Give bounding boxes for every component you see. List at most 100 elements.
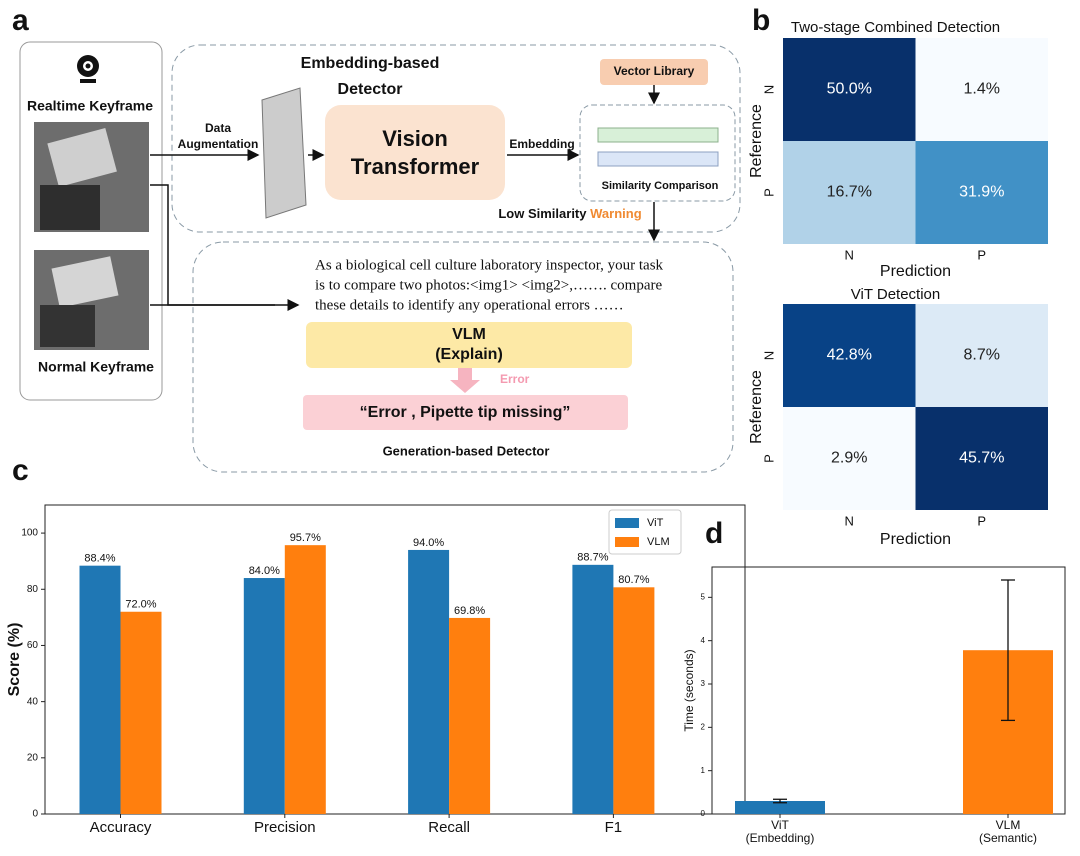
bar <box>449 617 491 814</box>
cell-label: 45.7% <box>959 450 1004 467</box>
y-tick-label: P <box>761 188 776 197</box>
heatmap-cell <box>915 304 1048 407</box>
x-tick-label: P <box>977 247 986 262</box>
error-box <box>303 395 628 430</box>
value-label: 94.0% <box>413 537 444 549</box>
heatmap-cell <box>915 38 1048 141</box>
realtime-label: Realtime Keyframe <box>27 98 153 114</box>
cell-label: 31.9% <box>959 184 1004 201</box>
cell-label: 42.8% <box>827 347 872 364</box>
x-tick-label: F1 <box>605 819 623 836</box>
chart-title: ViT Detection <box>851 286 941 303</box>
detector-title: Detector <box>338 81 403 98</box>
x-tick-label: N <box>845 247 854 262</box>
legend-swatch <box>615 537 639 547</box>
diagram-panel: a b c d Realtime Keyframe Normal Keyfram… <box>12 4 770 550</box>
vit-label: Transformer <box>351 154 480 179</box>
plot-frame <box>44 504 746 815</box>
value-label: 84.0% <box>249 565 280 577</box>
heatmap-cell <box>915 141 1048 244</box>
embedding-label: Embedding <box>509 137 574 151</box>
legend-label: ViT <box>647 517 664 529</box>
vlm-label: VLM <box>452 326 486 343</box>
x-tick-label: P <box>977 513 986 528</box>
augmented-image <box>261 87 307 219</box>
low-similarity: Low Similarity <box>498 206 587 221</box>
heatmap-cell <box>783 141 916 244</box>
x-tick-label: (Embedding) <box>746 831 815 845</box>
x-tick-label: N <box>845 513 854 528</box>
y-tick-label: N <box>761 351 776 360</box>
error-arrow-label: Error <box>500 372 530 386</box>
embedding-box <box>171 44 741 233</box>
heatmap-cell <box>783 407 916 510</box>
y-tick-label: N <box>761 85 776 94</box>
value-label: 88.7% <box>577 552 608 564</box>
legend-box <box>608 509 682 555</box>
x-axis-label: Prediction <box>880 263 951 280</box>
bar <box>572 564 614 814</box>
y-tick-label: 5 <box>701 592 706 601</box>
heatmap-cell <box>915 407 1048 510</box>
y-axis-label: Score (%) <box>6 623 23 697</box>
arrow <box>150 184 275 306</box>
value-label: 88.4% <box>84 553 115 565</box>
normal-image <box>34 250 149 350</box>
vit-label: Vision <box>382 126 448 151</box>
vlm-label: (Explain) <box>435 346 503 363</box>
cell-label: 50.0% <box>827 81 872 98</box>
panel-label: b <box>752 4 770 37</box>
y-tick-label: P <box>761 454 776 463</box>
plot-frame <box>711 566 1066 815</box>
y-tick-label: 1 <box>701 766 706 775</box>
y-tick-label: 20 <box>27 752 39 763</box>
cell-label: 2.9% <box>831 450 867 467</box>
bar <box>284 545 326 814</box>
vector-library-label: Vector Library <box>614 64 695 78</box>
x-tick-label: VLM <box>996 818 1021 832</box>
prompt-line: is to compare two photos:<img1> <img2>,…… <box>315 277 662 293</box>
detector-title: Embedding-based <box>301 55 440 72</box>
y-tick-label: 3 <box>701 679 706 688</box>
legend-swatch <box>615 518 639 528</box>
y-tick-label: 60 <box>27 640 39 651</box>
value-label: 95.7% <box>290 532 321 544</box>
error-arrow <box>450 368 480 393</box>
value-label: 72.0% <box>125 599 156 611</box>
x-tick-label: Accuracy <box>90 819 152 836</box>
x-tick-label: Recall <box>428 819 470 836</box>
augmentation-label: Augmentation <box>178 137 259 151</box>
generation-box <box>192 241 734 473</box>
panel-label: c <box>12 454 29 487</box>
y-tick-label: 2 <box>701 722 706 731</box>
warning: Warning <box>590 206 642 221</box>
y-axis-label: Time (seconds) <box>682 649 696 731</box>
prompt-line: As a biological cell culture laboratory … <box>315 257 664 273</box>
normal-label: Normal Keyframe <box>38 359 154 375</box>
similarity-box <box>579 104 736 202</box>
y-tick-label: 100 <box>21 528 38 539</box>
generation-title: Generation-based Detector <box>383 443 550 458</box>
charts: Two-stage Combined Detection 50.0% 1.4% 16.… <box>6 19 1066 845</box>
warning-label: Low Similarity Warning <box>498 206 641 221</box>
heatmap-cell <box>783 304 916 407</box>
x-axis-label: Prediction <box>880 531 951 548</box>
value-label: 80.7% <box>618 574 649 586</box>
y-tick-label: 0 <box>32 809 38 820</box>
similarity-label: Similarity Comparison <box>602 180 719 192</box>
y-axis-label: Reference <box>748 370 765 444</box>
prompt-line: these details to identify any operationa… <box>315 297 624 313</box>
vlm-box <box>306 322 632 368</box>
bar <box>120 611 162 814</box>
realtime-image <box>34 122 149 232</box>
vector-library-box <box>600 59 708 85</box>
panel-label: a <box>12 4 29 37</box>
bar <box>408 549 450 814</box>
bar <box>735 801 825 814</box>
error-output: “Error , Pipette tip missing” <box>360 404 571 421</box>
x-tick-label: ViT <box>771 818 789 832</box>
cell-label: 16.7% <box>827 184 872 201</box>
augmentation-label: Data <box>205 121 231 135</box>
chart-title: Two-stage Combined Detection <box>791 19 1000 36</box>
